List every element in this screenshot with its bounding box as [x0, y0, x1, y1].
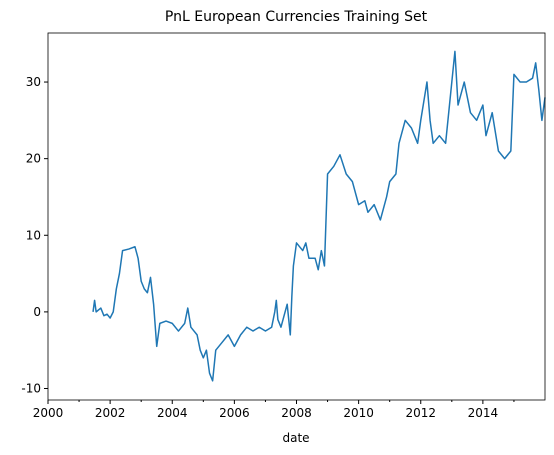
y-tick-label: 0: [33, 305, 41, 319]
x-tick-label: 2000: [33, 406, 64, 420]
line-series: [92, 50, 546, 382]
x-tick-label: 2004: [157, 406, 188, 420]
x-tick-label: 2012: [405, 406, 436, 420]
y-tick-label: 20: [26, 152, 41, 166]
x-tick-label: 2006: [219, 406, 250, 420]
y-tick-label: 10: [26, 228, 41, 242]
x-tick-label: 2008: [281, 406, 312, 420]
x-tick-label: 2010: [343, 406, 374, 420]
y-tick-label: 30: [26, 75, 41, 89]
x-axis-label: date: [282, 431, 309, 445]
chart-title: PnL European Currencies Training Set: [165, 9, 428, 25]
x-tick-label: 2014: [468, 406, 499, 420]
plot-frame: [47, 32, 546, 401]
y-tick-label: -10: [21, 382, 41, 396]
x-tick-label: 2002: [95, 406, 126, 420]
